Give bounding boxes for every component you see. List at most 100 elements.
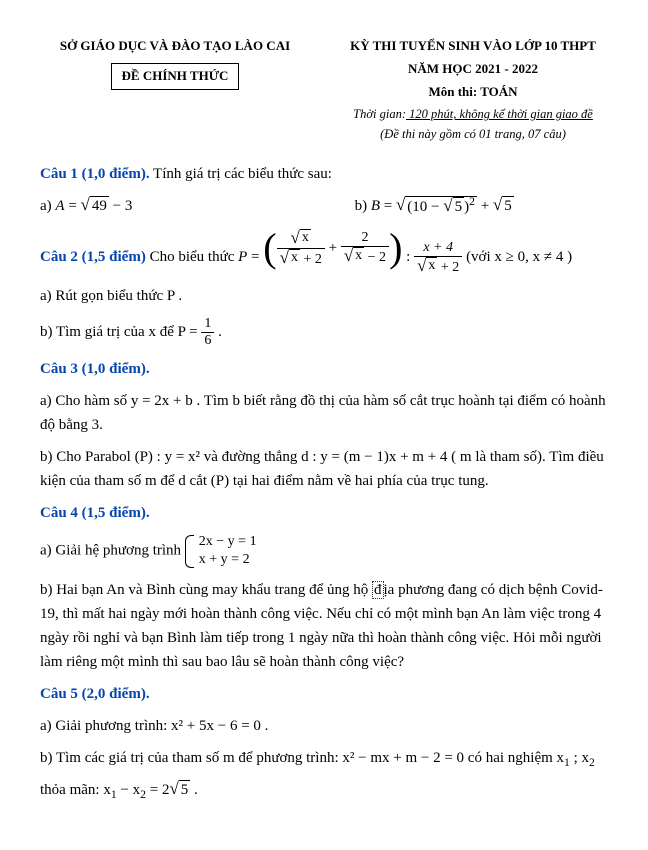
time-value: 120 phút, không kể thời gian giao đề (406, 107, 593, 121)
q1b-plus: + (481, 198, 493, 214)
q5b-s2: 2 (589, 756, 595, 769)
q1-a: a) A = √49 − 3 (40, 194, 315, 218)
q5b-mid: ; x (570, 750, 589, 766)
right-paren-icon: ) (389, 228, 402, 268)
q2-den2-tail: − 2 (364, 250, 386, 265)
q1b-inner-sqrt: √5 (443, 197, 464, 216)
q5-label: Câu 5 (2,0 điểm). (40, 686, 150, 702)
q2-paren: ( √x √x + 2 + 2 √x − 2 ) (263, 228, 402, 268)
left-paren-icon: ( (263, 228, 276, 268)
sqrt-icon: √ (396, 196, 405, 213)
q5-b: b) Tìm các giá trị của tham số m để phươ… (40, 746, 608, 770)
q1b-sq: 2 (469, 195, 475, 208)
sqrt-icon: √ (493, 196, 502, 213)
q1b-inner-open: (10 − (407, 199, 443, 215)
q1a-eq: = (65, 198, 81, 214)
q1a-sqrt: √49 (81, 196, 109, 215)
q1a-prefix: a) (40, 198, 55, 214)
q5-label-line: Câu 5 (2,0 điểm). (40, 682, 608, 706)
q2-frac3-den: √x + 2 (414, 257, 462, 276)
q4a-pre: a) Giải hệ phương trình (40, 543, 185, 559)
q2-frac3-num: x + 4 (414, 240, 462, 257)
exam-pages: (Đề thi này gồm có 01 trang, 07 câu) (338, 124, 608, 144)
q1: Câu 1 (1,0 điểm). Tính giá trị các biểu … (40, 162, 608, 186)
q5b2-pre: thỏa mãn: x (40, 782, 111, 798)
q4-b: b) Hai bạn An và Bình cùng may khẩu tran… (40, 578, 608, 674)
sqrt-icon: √ (344, 247, 353, 264)
q2-P: P (238, 249, 247, 265)
sqrt-icon: √ (443, 197, 452, 214)
q4-label: Câu 4 (1,5 điểm). (40, 505, 150, 521)
exam-time: Thời gian: 120 phút, không kể thời gian … (338, 104, 608, 124)
q2-num1-rad: x (300, 229, 311, 247)
sqrt-icon: √ (169, 780, 178, 797)
q2b-pre: b) Tìm giá trị của x để P = (40, 324, 201, 340)
q3-b: b) Cho Parabol (P) : y = x² và đường thẳ… (40, 445, 608, 493)
q1a-radicand: 49 (90, 196, 109, 215)
q2-frac2-num: 2 (341, 230, 389, 247)
q5-a: a) Giải phương trình: x² + 5x − 6 = 0 . (40, 714, 608, 738)
q2-frac1-num: √x (277, 229, 325, 249)
q2-frac1-den: √x + 2 (277, 249, 325, 268)
q2b-frac: 1 6 (201, 316, 214, 349)
q4b-highlight-box: đ (372, 581, 384, 599)
q3-label-line: Câu 3 (1,0 điểm). (40, 357, 608, 381)
q4a-eq1: 2x − y = 1 (195, 533, 261, 551)
q2-b: b) Tìm giá trị của x để P = 1 6 . (40, 316, 608, 349)
q2-frac1: √x √x + 2 (277, 229, 325, 268)
exam-subject: Môn thi: TOÁN (338, 82, 608, 103)
q1b-prefix: b) (355, 198, 371, 214)
q5b-pre: b) Tìm các giá trị của tham số m để phươ… (40, 750, 564, 766)
q3-label: Câu 3 (1,0 điểm). (40, 361, 150, 377)
sqrt-icon: √ (291, 229, 300, 246)
q2-den3-tail: + 2 (437, 260, 459, 275)
q1b-outer-radicand: (10 − √5)2 (405, 196, 477, 216)
q5b2-eq: = 2 (146, 782, 169, 798)
q2-frac2-den: √x − 2 (341, 247, 389, 266)
q1a-tail: − 3 (113, 198, 133, 214)
department: SỞ GIÁO DỤC VÀ ĐÀO TẠO LÀO CAI (40, 36, 310, 57)
q4-a: a) Giải hệ phương trình 2x − y = 1 x + y… (40, 533, 608, 569)
exam-year: NĂM HỌC 2021 - 2022 (338, 59, 608, 80)
q2-cond: (với x ≥ 0, x ≠ 4 ) (466, 249, 572, 265)
q3-a: a) Cho hàm số y = 2x + b . Tìm b biết rằ… (40, 389, 608, 437)
q1a-A: A (55, 198, 64, 214)
q1b-B: B (371, 198, 380, 214)
q1b-root5: 5 (453, 197, 465, 216)
q2: Câu 2 (1,5 điểm) Cho biểu thức P = ( √x … (40, 228, 608, 276)
q1b-sqrt5b: √5 (493, 196, 514, 215)
exam-header: SỞ GIÁO DỤC VÀ ĐÀO TẠO LÀO CAI ĐỀ CHÍNH … (40, 36, 608, 144)
official-box: ĐỀ CHÍNH THỨC (111, 63, 240, 90)
q2b-num: 1 (201, 316, 214, 333)
q5b2-sqrt: √5 (169, 780, 190, 799)
sqrt-icon: √ (280, 249, 289, 266)
q2-den2-rad: x (353, 247, 364, 265)
q2-den3-rad: x (426, 257, 437, 275)
q2-frac3: x + 4 √x + 2 (414, 240, 462, 276)
sqrt-icon: √ (417, 257, 426, 274)
q2b-period: . (218, 324, 222, 340)
q2-den1-tail: + 2 (300, 252, 322, 267)
header-right: KỲ THI TUYỂN SINH VÀO LỚP 10 THPT NĂM HỌ… (338, 36, 608, 144)
exam-title: KỲ THI TUYỂN SINH VÀO LỚP 10 THPT (338, 36, 608, 57)
q4b-pre: b) Hai bạn An và Bình cùng may khẩu tran… (40, 582, 372, 598)
q2-num3: x + 4 (423, 240, 453, 255)
q4a-eq2: x + y = 2 (195, 551, 261, 569)
q5b2-period: . (190, 782, 198, 798)
q1-label: Câu 1 (1,0 điểm). (40, 166, 150, 182)
q2-colon: : (406, 249, 414, 265)
q5-b-line2: thỏa mãn: x1 − x2 = 2√5 . (40, 778, 608, 802)
q2-eq: = (247, 249, 263, 265)
q2-paren-content: √x √x + 2 + 2 √x − 2 (277, 229, 389, 268)
q1-b: b) B = √ (10 − √5)2 + √5 (355, 194, 608, 218)
header-left: SỞ GIÁO DỤC VÀ ĐÀO TẠO LÀO CAI ĐỀ CHÍNH … (40, 36, 310, 144)
q2-a: a) Rút gọn biểu thức P . (40, 284, 608, 308)
q1b-root5b: 5 (502, 196, 514, 215)
q2b-den: 6 (201, 333, 214, 349)
q1-parts: a) A = √49 − 3 b) B = √ (10 − √5)2 + √5 (40, 194, 608, 218)
q2-label: Câu 2 (1,5 điểm) (40, 249, 146, 265)
q1b-eq: = (380, 198, 396, 214)
sqrt-icon: √ (81, 196, 90, 213)
time-prefix: Thời gian: (353, 107, 406, 121)
q4a-system: 2x − y = 1 x + y = 2 (185, 533, 261, 569)
